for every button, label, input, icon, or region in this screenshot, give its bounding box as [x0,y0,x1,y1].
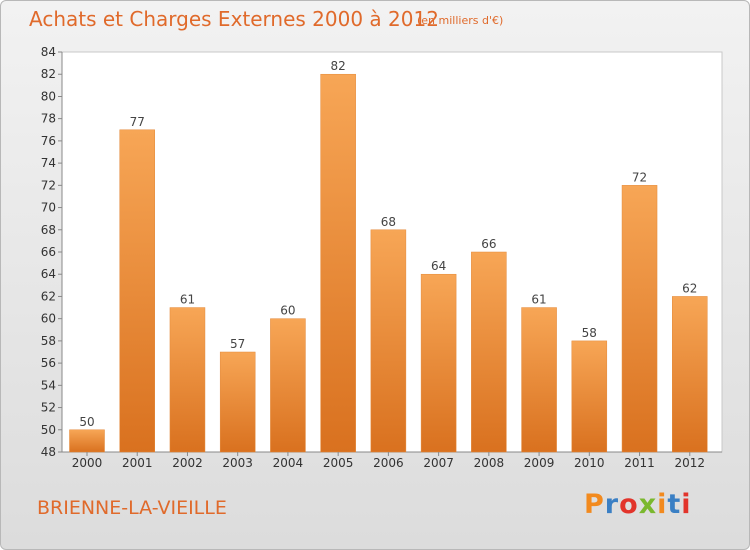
bar [219,351,256,453]
y-tick-label: 52 [41,401,56,415]
y-tick-label: 58 [41,334,56,348]
bar [571,340,608,453]
x-tick-label: 2004 [273,456,304,470]
bar-value-label: 60 [280,304,295,318]
bar [69,429,105,453]
y-tick-label: 54 [41,378,56,392]
x-tick-label: 2002 [172,456,203,470]
y-tick-label: 48 [41,445,56,459]
x-tick-label: 2007 [423,456,454,470]
logo-letter: i [657,489,668,520]
bar-value-label: 57 [230,337,245,351]
y-tick-label: 82 [41,67,56,81]
y-tick-label: 64 [41,267,56,281]
bar [370,229,407,453]
y-tick-label: 66 [41,245,56,259]
logo-letter: t [667,489,682,520]
y-tick-label: 68 [41,223,56,237]
logo-letter: P [584,489,605,520]
bar-value-label: 61 [180,293,195,307]
logo-letter: i [681,489,692,520]
logo-letter: x [638,489,658,520]
bar-value-label: 61 [531,293,546,307]
x-tick-label: 2006 [373,456,404,470]
bar-value-label: 68 [381,215,396,229]
x-tick-label: 2010 [574,456,605,470]
x-tick-label: 2003 [222,456,253,470]
y-tick-label: 50 [41,423,56,437]
x-tick-label: 2009 [524,456,555,470]
y-tick-label: 76 [41,134,56,148]
bar [471,251,507,453]
bar-value-label: 77 [130,115,145,129]
bar [521,307,557,453]
bar-value-label: 64 [431,259,446,273]
y-tick-label: 62 [41,289,56,303]
x-tick-label: 2005 [323,456,354,470]
bar [672,296,708,453]
y-tick-label: 56 [41,356,56,370]
proxiti-logo[interactable]: Proxiti [584,489,692,520]
bar-value-label: 50 [79,415,94,429]
commune-name: BRIENNE-LA-VIEILLE [37,497,227,519]
bar [270,318,306,453]
y-tick-label: 60 [41,312,56,326]
x-tick-label: 2001 [122,456,153,470]
x-tick-label: 2000 [72,456,103,470]
bar-value-label: 66 [481,237,496,251]
bar [320,73,356,453]
bar-value-label: 62 [682,281,697,295]
bar-value-label: 72 [632,170,647,184]
bar [119,129,155,453]
logo-letter: o [619,489,639,520]
bar-value-label: 82 [331,59,346,73]
bar [169,307,206,453]
y-tick-label: 74 [41,156,56,170]
chart-unit: (en milliers d'€) [417,14,504,27]
y-tick-label: 80 [41,89,56,103]
y-tick-label: 70 [41,201,56,215]
y-tick-label: 72 [41,178,56,192]
y-tick-label: 78 [41,112,56,126]
y-tick-label: 84 [41,45,56,59]
logo-letter: r [604,489,620,520]
bar [621,185,658,453]
x-tick-label: 2012 [674,456,705,470]
bar [420,273,457,453]
bar-value-label: 58 [582,326,597,340]
x-tick-label: 2008 [474,456,505,470]
chart-title: Achats et Charges Externes 2000 à 2012 [29,7,439,31]
x-tick-label: 2011 [624,456,655,470]
